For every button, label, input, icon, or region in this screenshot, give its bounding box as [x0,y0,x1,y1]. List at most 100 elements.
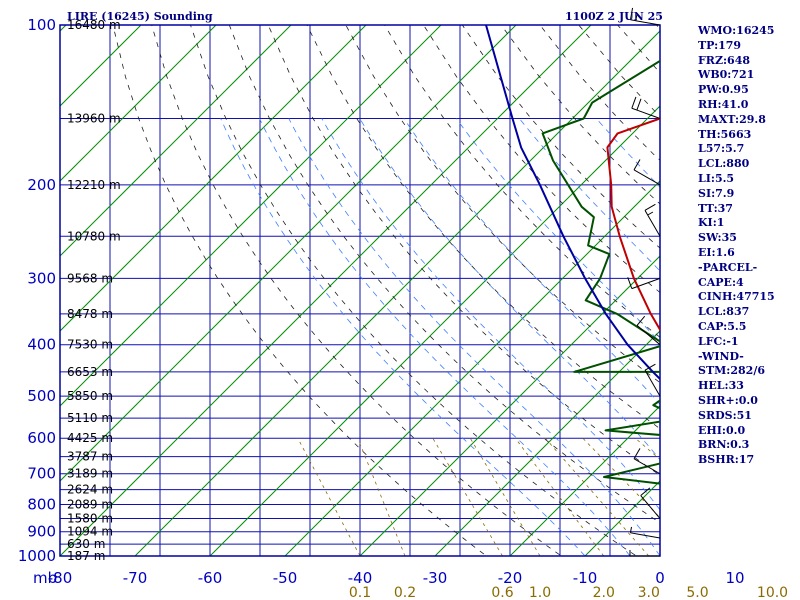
mixing-ratio-line [357,438,406,556]
index-line: SI:7.9 [698,186,735,200]
height-label: 2624 m [67,483,113,497]
moist-adiabat-line [259,118,631,556]
dry-adiabat-line [267,25,660,476]
height-label: 12210 m [67,178,121,192]
height-label: 1094 m [67,525,113,539]
isotherm-line [0,1,15,568]
temperature-line [606,117,660,332]
temperature-tick-label: -70 [123,569,148,587]
moist-adiabat-line [455,118,660,343]
chart-frame [59,24,661,557]
height-label: 13960 m [67,112,121,126]
dry-adiabat-line [345,25,660,384]
height-label: 187 m [67,549,105,563]
wind-barb-staff [630,532,661,539]
mixing-ratio-label: 2.0 [593,585,615,600]
pressure-tick-label: 700 [27,465,56,483]
moist-adiabat-line [359,118,660,461]
isotherm-line [60,25,217,182]
temperature-tick-label: -10 [573,569,598,587]
index-line: KI:1 [698,216,725,230]
wind-barb-flag [633,448,641,459]
isotherm-line [209,105,660,556]
isotherm-line [60,25,517,482]
dry-adiabat-line [151,25,563,556]
pressure-grid [60,24,660,557]
index-line: -PARCEL- [698,260,758,274]
moist-adiabat-line [220,118,586,556]
wind-barb-flag [636,98,642,111]
pressure-tick-label: 600 [27,429,56,447]
dry-adiabat-line [112,25,488,556]
chart-datetime: 1100Z 2 JUN 25 [565,10,663,23]
index-line: WMO:16245 [698,24,775,37]
index-line: TP:179 [698,38,742,52]
mixing-ratio-label: 10.0 [757,585,788,600]
wind-barb-flag [644,363,656,371]
wind-barb-staff [633,458,661,475]
pressure-tick-label: 100 [27,16,56,34]
background-lines [0,1,660,568]
index-line: LCL:880 [698,157,750,171]
dewpoint-line [541,59,660,485]
wind-barb-staff [640,495,661,519]
temperature-tick-label: -40 [348,569,373,587]
index-line: FRZ:648 [698,53,751,67]
index-line: SW:35 [698,231,737,245]
index-line: LFC:-1 [698,334,739,348]
index-line: RH:41.0 [698,97,749,111]
index-line: TT:37 [698,201,733,215]
pressure-tick-label: 800 [27,496,56,514]
height-label: 2089 m [67,498,113,512]
index-line: PW:0.95 [698,83,749,97]
wind-barb-half-flag [629,526,632,533]
mixing-ratio-line [432,437,503,556]
index-line: LI:5.5 [698,171,735,185]
chart-title: LIRE (16245) Sounding [67,10,213,23]
index-line: BSHR:17 [698,453,755,467]
isotherm-line [60,25,442,407]
index-line: EI:1.6 [698,245,735,259]
wind-barb-flag [629,7,634,20]
height-label: 8478 m [67,307,113,321]
height-label: 16480 m [67,18,121,32]
height-label: 10780 m [67,229,121,243]
mixing-ratio-line [469,437,541,556]
isotherm-line [434,330,660,556]
moist-adiabat-line [321,118,660,511]
wind-barb-flag [636,315,646,326]
index-line: SHR+:0.0 [698,393,758,407]
isotherm-line [60,25,142,107]
x-axis-unit: mb [33,569,57,587]
isotherm-line [134,30,660,556]
wind-barb-half-flag [647,211,654,216]
height-label: 630 m [67,537,105,551]
isotherm-line [60,25,592,556]
dry-adiabat-line [306,25,660,430]
index-line: MAXT:29.8 [698,112,766,126]
wind-barbs [627,7,661,557]
wind-barb-staff [644,369,661,397]
moist-adiabat-line [403,118,660,406]
wind-barb-staff [644,210,661,237]
wind-barb-staff [630,19,661,26]
temperature-tick-label: -60 [198,569,223,587]
index-line: HEL:33 [698,379,744,393]
mixing-ratio-label: 5.0 [686,585,708,600]
mixing-ratio-line [545,437,650,556]
wind-barb-flag [640,487,651,496]
mixing-ratio-label: 1.0 [529,585,551,600]
index-line: LCL:837 [698,305,750,319]
wind-barb-flag [644,203,656,211]
temperature-tick-label: 0 [655,569,665,587]
wind-barb-flag [631,96,637,109]
wind-barb-flag [627,277,633,289]
index-line: SRDS:51 [698,408,752,422]
isotherm-line [60,25,367,332]
pressure-tick-label: 400 [27,336,56,354]
index-line: -WIND- [698,349,744,363]
mixing-ratio-label: 0.1 [349,585,371,600]
dry-adiabat-line [190,25,638,556]
